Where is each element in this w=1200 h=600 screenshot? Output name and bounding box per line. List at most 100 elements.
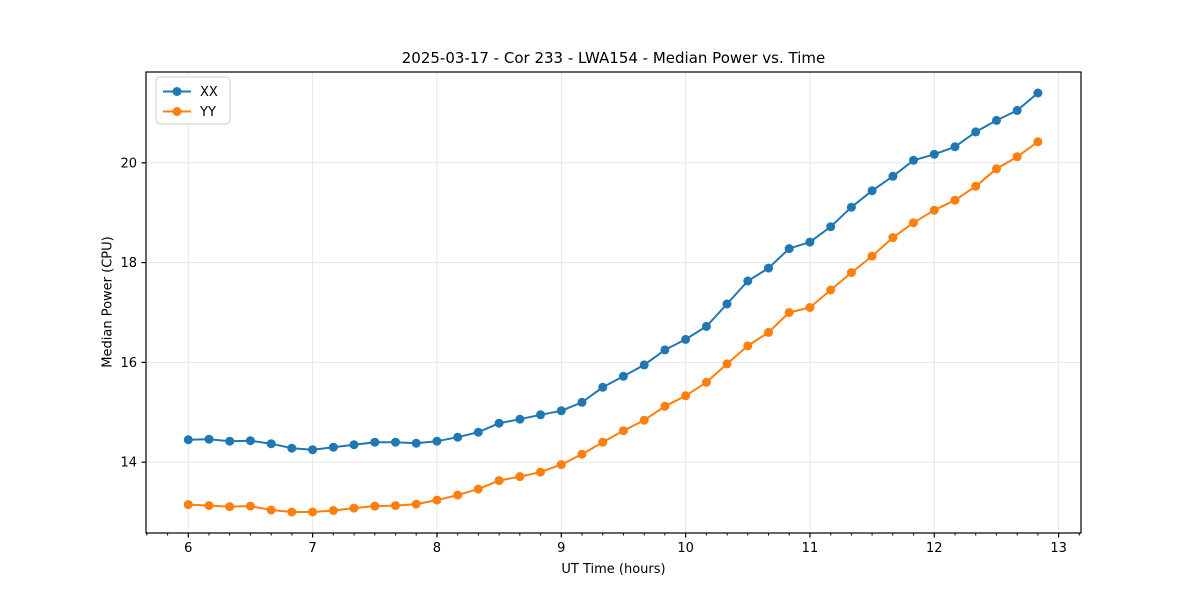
data-point-marker-xx [722, 299, 732, 309]
data-point-marker-yy [598, 437, 608, 447]
data-point-marker-yy [349, 503, 359, 513]
data-point-marker-xx [411, 438, 421, 448]
data-point-marker-yy [784, 308, 794, 317]
data-point-marker-xx [971, 127, 981, 137]
y-axis-label: Median Power (CPU) [100, 236, 116, 368]
plot-area [146, 72, 1081, 533]
data-point-marker-yy [370, 501, 380, 511]
data-point-marker-xx [266, 439, 276, 449]
data-point-marker-xx [660, 345, 670, 355]
data-point-marker-yy [618, 426, 628, 436]
data-point-marker-xx [556, 406, 566, 416]
legend-label: YY [199, 105, 216, 120]
data-point-marker-xx [515, 414, 525, 424]
data-point-marker-yy [826, 285, 836, 295]
data-point-marker-xx [225, 436, 235, 446]
data-point-marker-xx [929, 149, 939, 159]
y-tick-label: 20 [120, 156, 137, 171]
data-point-marker-xx [577, 397, 587, 407]
y-tick-label: 18 [120, 256, 137, 271]
data-point-marker-yy [556, 460, 566, 470]
data-point-marker-yy [245, 501, 255, 511]
data-point-marker-xx [846, 202, 856, 212]
data-point-marker-yy [743, 341, 753, 351]
y-tick-label: 14 [120, 456, 137, 471]
data-point-marker-yy [805, 303, 815, 312]
data-point-marker-xx [370, 437, 380, 447]
data-point-marker-yy [909, 218, 918, 228]
data-point-marker-xx [618, 371, 628, 381]
data-point-marker-yy [639, 415, 649, 425]
data-point-marker-yy [183, 500, 193, 510]
data-point-marker-yy [266, 505, 276, 515]
data-point-marker-yy [929, 205, 939, 215]
data-point-marker-yy [1033, 137, 1043, 147]
data-point-marker-xx [391, 437, 400, 447]
data-point-marker-xx [349, 440, 359, 450]
data-point-marker-xx [245, 436, 255, 446]
x-tick-label: 6 [184, 541, 192, 556]
data-point-marker-yy [225, 502, 235, 512]
data-point-marker-xx [639, 360, 649, 370]
data-point-marker-xx [453, 432, 463, 442]
data-point-marker-xx [681, 334, 691, 344]
data-point-marker-xx [183, 435, 193, 445]
data-point-marker-yy [515, 472, 525, 482]
legend-swatch-marker [172, 87, 182, 96]
data-point-marker-xx [826, 222, 836, 232]
data-point-marker-yy [764, 327, 773, 337]
data-point-marker-xx [1033, 88, 1043, 98]
data-point-marker-yy [453, 490, 463, 500]
data-point-marker-yy [950, 195, 960, 205]
data-point-marker-xx [743, 276, 753, 286]
data-point-marker-xx [494, 418, 504, 428]
data-point-marker-yy [722, 359, 732, 369]
legend [155, 76, 231, 125]
x-tick-label: 10 [677, 541, 694, 556]
y-tick-label: 16 [120, 356, 137, 371]
x-tick-label: 13 [1050, 541, 1067, 556]
data-point-marker-xx [473, 427, 483, 437]
data-point-marker-xx [992, 115, 1001, 125]
data-point-marker-yy [328, 506, 338, 515]
data-point-marker-xx [204, 434, 214, 444]
x-tick-label: 11 [802, 541, 819, 556]
x-axis-label: UT Time (hours) [561, 562, 666, 577]
data-point-marker-yy [391, 501, 400, 511]
data-point-marker-xx [432, 436, 442, 446]
data-point-marker-xx [1012, 105, 1022, 115]
data-point-marker-yy [867, 251, 877, 261]
data-point-marker-xx [598, 382, 608, 392]
data-point-marker-yy [473, 484, 483, 494]
data-point-marker-xx [950, 142, 960, 152]
x-tick-label: 8 [433, 541, 441, 556]
data-point-marker-yy [411, 499, 421, 509]
plot-border [145, 71, 1082, 534]
data-point-marker-yy [681, 391, 691, 401]
x-tick-label: 7 [308, 541, 316, 556]
data-point-marker-xx [764, 263, 773, 273]
legend-swatch-marker [172, 107, 182, 116]
data-point-marker-xx [536, 410, 545, 420]
x-tick-label: 12 [926, 541, 943, 556]
data-point-marker-yy [888, 233, 898, 243]
data-point-marker-yy [494, 476, 504, 486]
data-point-marker-xx [784, 244, 794, 254]
data-point-marker-xx [867, 186, 877, 196]
x-tick-label: 9 [557, 541, 565, 556]
data-point-marker-yy [971, 181, 981, 191]
chart-title: 2025-03-17 - Cor 233 - LWA154 - Median P… [401, 49, 826, 67]
data-point-marker-xx [328, 442, 338, 452]
data-point-marker-yy [308, 507, 318, 517]
data-point-marker-xx [308, 445, 318, 455]
data-point-marker-xx [701, 321, 711, 331]
data-point-marker-yy [846, 268, 856, 278]
data-point-marker-yy [992, 164, 1001, 174]
data-point-marker-yy [577, 449, 587, 459]
data-point-marker-yy [701, 377, 711, 387]
data-point-marker-yy [287, 507, 297, 517]
data-point-marker-yy [432, 495, 442, 505]
data-point-marker-xx [909, 155, 918, 165]
